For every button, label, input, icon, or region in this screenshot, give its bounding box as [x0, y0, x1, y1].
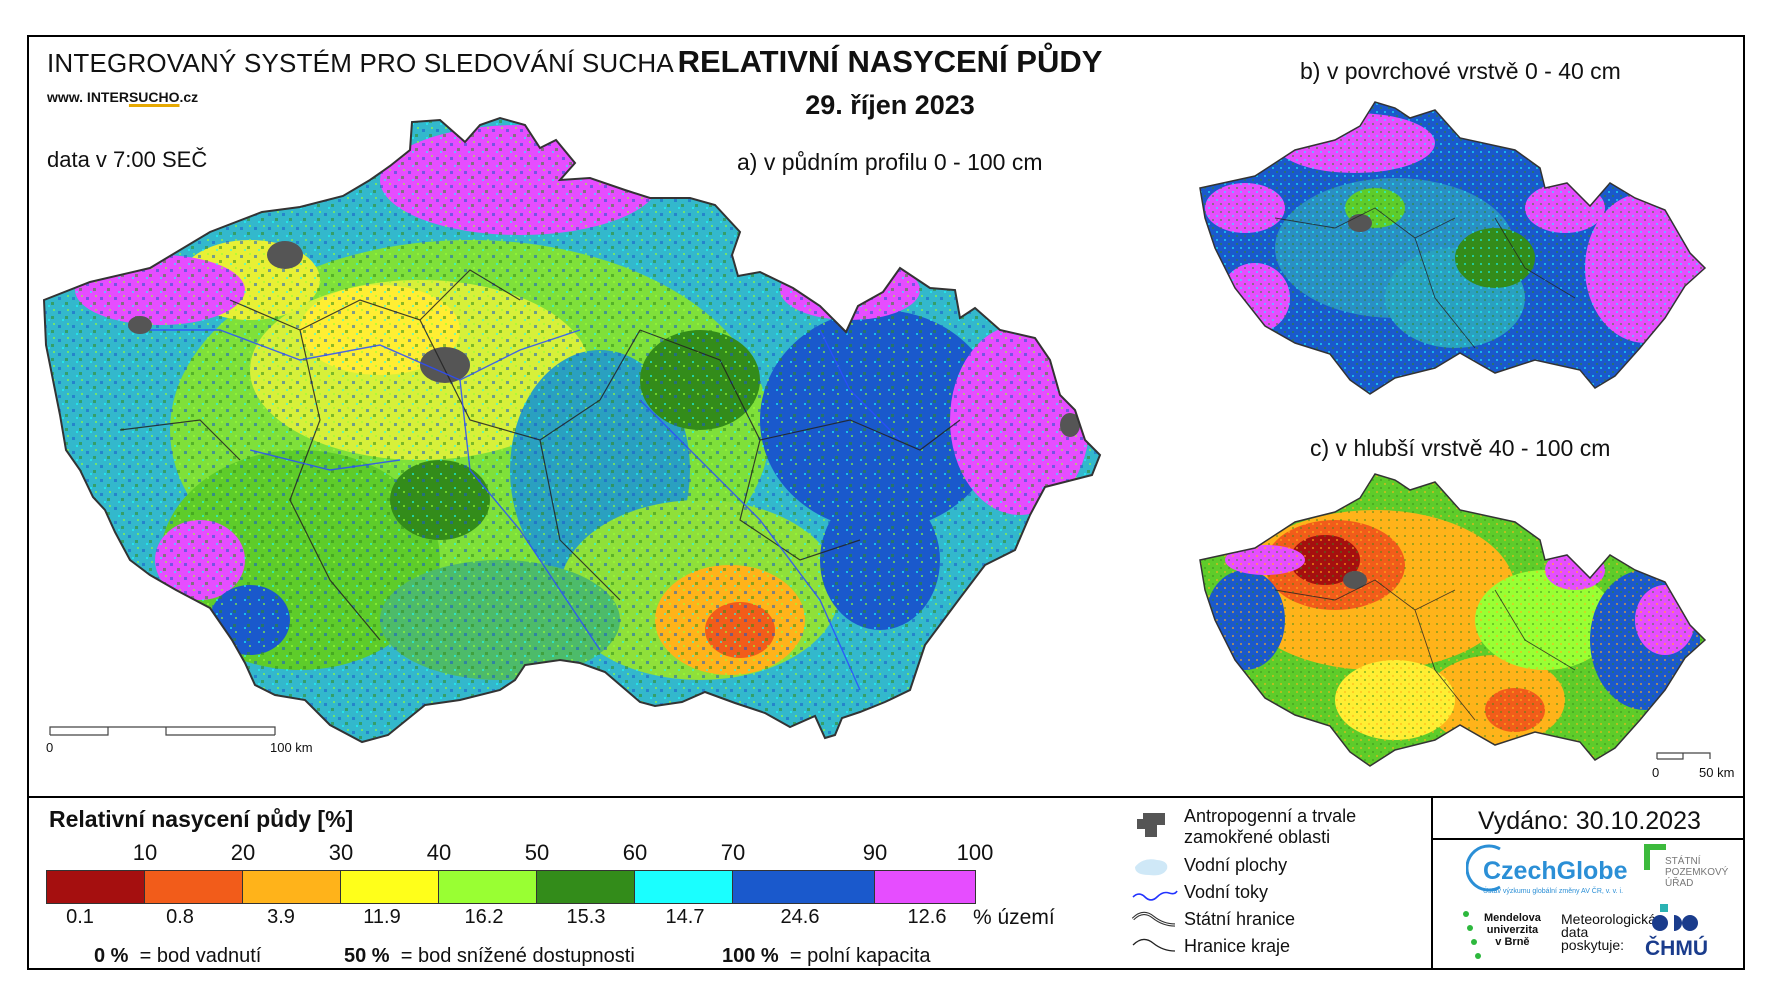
mendel-dots-icon [1463, 911, 1481, 959]
state-border-icon [1131, 911, 1176, 927]
scale-small-start: 0 [1652, 765, 1660, 780]
legend-percent: 0.8 [166, 906, 194, 928]
legend-tick: 70 [720, 840, 746, 865]
legend-anthropogenic-1: Antropogenní a trvale [1184, 806, 1357, 826]
stream-icon [1132, 890, 1178, 901]
data-time: data v 7:00 SEČ [47, 147, 208, 172]
legend-percent: 12.6 [907, 906, 947, 928]
region-border-icon [1132, 938, 1176, 952]
spu-logo: STÁTNÍ POZEMKOVÝ ÚŘAD [1665, 856, 1729, 889]
anthropogenic-icon [1137, 813, 1165, 837]
legend-anthropogenic-2: zamokřené oblasti [1184, 827, 1331, 847]
system-title: INTEGROVANÝ SYSTÉM PRO SLEDOVÁNÍ SUCHA [47, 48, 674, 78]
map-c [1199, 473, 1711, 767]
legend-percent-unit: % území [973, 906, 1055, 929]
legend-swatch [47, 871, 145, 903]
legend-tick: 10 [132, 840, 158, 865]
legend-water-bodies: Vodní plochy [1184, 855, 1288, 875]
note-reduced-availability: 50 % = bod snížené dostupnosti [344, 945, 635, 967]
legend-percent: 16.2 [464, 906, 504, 928]
legend-swatch [439, 871, 537, 903]
issued-date: Vydáno: 30.10.2023 [1478, 807, 1701, 835]
legend-percent: 11.9 [363, 906, 401, 928]
note-field-capacity: 100 % = polní kapacita [722, 945, 931, 967]
symbol-icons [1131, 813, 1178, 952]
spu-logo-icon [1644, 844, 1668, 912]
website-link[interactable]: www. INTERSUCHO.cz [47, 89, 199, 105]
note-wilting: 0 % = bod vadnutí [94, 945, 262, 967]
page-title: RELATIVNÍ NASYCENÍ PŮDY [677, 44, 1103, 79]
scale-main-start: 0 [46, 740, 54, 755]
legend-tick: 50 [524, 840, 550, 865]
scale-bar-small [1656, 752, 1711, 760]
map-c-label: c) v hlubší vrstvě 40 - 100 cm [1310, 435, 1611, 461]
legend-band [27, 796, 1745, 970]
legend-tick: 90 [862, 840, 888, 865]
map-frame [27, 35, 1745, 970]
map-a-label: a) v půdním profilu 0 - 100 cm [737, 149, 1043, 175]
legend-state-border: Státní hranice [1184, 909, 1296, 929]
legend-swatch [635, 871, 733, 903]
map-b-label: b) v povrchové vrstvě 0 - 40 cm [1300, 58, 1621, 84]
legend-percent: 15.3 [566, 906, 606, 928]
meteo-provider-text: Meteorologická data poskytuje: [1561, 911, 1656, 953]
legend-title: Relativní nasycení půdy [%] [49, 806, 354, 832]
chmu-logo: ČHMÚ [1645, 937, 1708, 960]
legend-swatch [733, 871, 875, 903]
legend-tick: 30 [328, 840, 354, 865]
czechglobe-logo: CzechGlobe [1483, 857, 1628, 885]
scale-small-end: 50 km [1699, 765, 1735, 780]
legend-region-border: Hranice kraje [1184, 936, 1291, 956]
scale-main-end: 100 km [270, 740, 313, 755]
footer-divider [1431, 796, 1433, 970]
legend-swatch [875, 871, 975, 903]
legend-swatch [145, 871, 243, 903]
legend-tick: 60 [622, 840, 648, 865]
legend-percent: 14.7 [665, 906, 705, 928]
legend-streams: Vodní toky [1184, 882, 1269, 902]
legend-swatch [341, 871, 439, 903]
chmu-logo-icon [1652, 915, 1698, 931]
legend-tick: 20 [230, 840, 256, 865]
czechglobe-logo-icon [1466, 844, 1501, 892]
legend-swatch [243, 871, 341, 903]
issued-underline [1433, 838, 1745, 840]
map-b [1199, 101, 1707, 395]
mendel-university-logo: Mendelova univerzita v Brně [1484, 912, 1541, 948]
scale-bar-main [49, 726, 276, 736]
legend-tick: 100 [956, 840, 994, 865]
legend-swatch [537, 871, 635, 903]
czechglobe-subtitle: Ústav výzkumu globální změny AV ČR, v. v… [1483, 888, 1624, 895]
legend-percent: 3.9 [267, 906, 295, 928]
legend-percent: 24.6 [780, 906, 820, 928]
legend-percent: 0.1 [66, 906, 94, 928]
map-date: 29. říjen 2023 [805, 90, 975, 120]
legend-tick: 40 [426, 840, 452, 865]
water-body-icon [1135, 859, 1168, 876]
legend-colorbar [46, 870, 976, 904]
